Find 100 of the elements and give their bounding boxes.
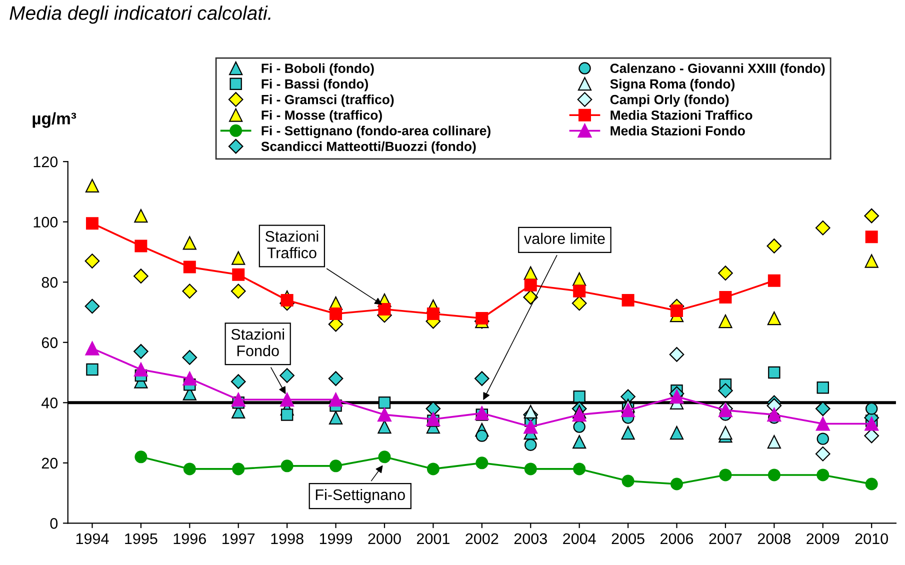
x-tick-label: 2007 xyxy=(709,533,742,544)
point xyxy=(815,220,830,236)
x-tick-label: 1998 xyxy=(271,533,304,544)
point xyxy=(476,456,488,470)
point xyxy=(86,217,98,230)
x-tick-label: 2006 xyxy=(660,533,694,544)
point xyxy=(378,408,392,422)
point xyxy=(815,446,830,462)
point xyxy=(718,383,733,398)
x-tick-label: 2002 xyxy=(466,533,498,544)
y-tick-label: 40 xyxy=(42,398,58,408)
point xyxy=(230,284,246,299)
x-tick-label: 2005 xyxy=(612,533,644,544)
point xyxy=(182,236,196,250)
point xyxy=(865,402,878,415)
point xyxy=(328,392,343,407)
legend-label: Fi - Gramsci (traffico) xyxy=(262,94,394,107)
point xyxy=(815,401,830,416)
point xyxy=(573,462,586,476)
point xyxy=(134,344,148,359)
point xyxy=(85,341,100,356)
point xyxy=(280,460,294,472)
x-tick-label: 2004 xyxy=(563,533,596,544)
legend-label: Fi - Settignano (fondo-area collinare) xyxy=(262,126,490,138)
point xyxy=(669,347,684,362)
point xyxy=(230,374,246,389)
point xyxy=(328,371,344,386)
x-tick-label: 2010 xyxy=(855,533,888,544)
point xyxy=(524,404,538,418)
point xyxy=(670,478,684,490)
point xyxy=(84,298,100,314)
legend-label: Media Stazioni Fondo xyxy=(610,126,745,136)
x-tick-label: 2008 xyxy=(758,533,791,544)
point xyxy=(426,462,440,476)
point xyxy=(816,468,830,482)
legend-label: Fi - Mosse (traffico) xyxy=(262,110,382,122)
point xyxy=(865,230,878,244)
x-tick-label: 1999 xyxy=(320,533,352,544)
point xyxy=(864,208,880,224)
point xyxy=(719,290,732,304)
point xyxy=(573,284,586,298)
point xyxy=(767,311,781,326)
point xyxy=(767,435,781,449)
point xyxy=(134,209,148,223)
legend-label: Signa Roma (fondo) xyxy=(610,78,734,92)
point xyxy=(524,438,537,451)
point xyxy=(670,304,684,317)
y-tick-label: 100 xyxy=(34,216,58,228)
point xyxy=(523,290,538,305)
point xyxy=(134,268,148,284)
x-tick-label: 2000 xyxy=(368,533,401,544)
point xyxy=(231,392,246,407)
y-tick-label: 0 xyxy=(50,518,58,529)
point xyxy=(572,296,587,311)
annotation: Fi-Settignano xyxy=(316,488,405,504)
point xyxy=(280,392,294,407)
point xyxy=(719,468,732,482)
y-tick-label: 60 xyxy=(42,337,58,348)
point xyxy=(622,294,634,306)
point xyxy=(183,260,196,274)
point xyxy=(670,390,684,404)
point xyxy=(524,278,537,292)
point xyxy=(621,403,635,418)
point xyxy=(476,430,488,442)
point xyxy=(865,478,878,490)
point xyxy=(378,396,391,409)
point xyxy=(328,410,343,425)
legend-label: Media Stazioni Traffico xyxy=(610,110,752,120)
point xyxy=(621,426,635,440)
point xyxy=(476,312,488,325)
point xyxy=(280,408,294,421)
point xyxy=(718,314,732,328)
x-tick-label: 1995 xyxy=(125,533,158,544)
x-tick-label: 2003 xyxy=(514,533,547,544)
y-tick-label: 120 xyxy=(34,156,58,168)
point xyxy=(183,462,196,476)
x-tick-label: 1996 xyxy=(174,533,206,544)
point xyxy=(816,432,829,445)
point xyxy=(378,450,391,464)
chart-title: Media degli indicatori calcolati. xyxy=(10,6,270,24)
point xyxy=(84,254,100,268)
point xyxy=(330,308,342,320)
x-tick-label: 1994 xyxy=(76,533,109,544)
point xyxy=(573,390,586,403)
point xyxy=(280,368,294,383)
point xyxy=(524,420,538,434)
point xyxy=(768,274,780,287)
point xyxy=(768,468,780,482)
point xyxy=(426,412,440,426)
point xyxy=(134,450,148,464)
legend-label: Fi - Boboli (fondo) xyxy=(262,63,374,76)
point xyxy=(572,408,586,422)
point xyxy=(134,240,148,252)
annotation: valore limite xyxy=(524,232,605,244)
y-tick-label: 20 xyxy=(42,458,58,469)
point xyxy=(572,435,586,449)
point xyxy=(864,254,878,268)
point xyxy=(622,474,634,488)
point xyxy=(232,268,245,281)
x-tick-label: 1997 xyxy=(222,533,255,544)
